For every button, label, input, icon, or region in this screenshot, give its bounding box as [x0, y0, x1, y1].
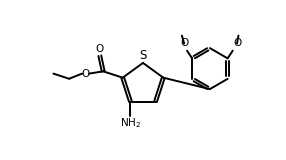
Text: NH$_2$: NH$_2$	[120, 116, 141, 130]
Text: S: S	[139, 48, 147, 61]
Text: O: O	[82, 69, 90, 79]
Text: O: O	[96, 44, 104, 54]
Text: O: O	[233, 38, 241, 48]
Text: O: O	[180, 38, 188, 48]
